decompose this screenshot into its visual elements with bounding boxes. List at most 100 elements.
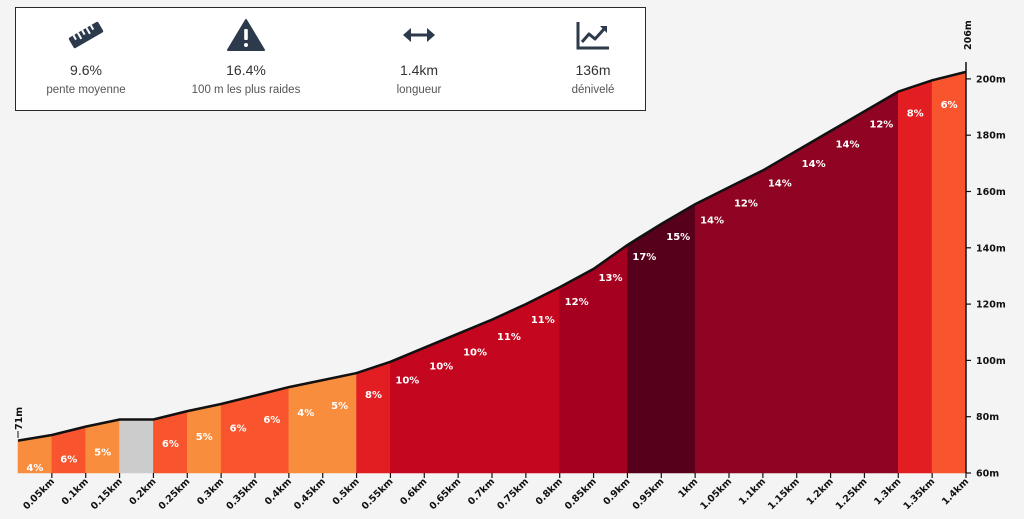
profile-segment	[931, 71, 967, 474]
segment-grade-label: 13%	[599, 273, 623, 284]
x-tick-label: 0.45km	[292, 476, 328, 512]
x-tick-label: 0.9km	[601, 476, 632, 507]
stat-length: 1.4km longueur	[344, 8, 494, 110]
profile-segment	[491, 303, 527, 474]
y-tick-label: 120m	[976, 300, 1006, 311]
segment-grade-label: 8%	[365, 390, 382, 401]
segment-grade-label: 4%	[297, 408, 314, 419]
start-elevation-label: 71m	[14, 407, 25, 430]
x-tick-label: 1.15km	[766, 476, 802, 512]
x-tick-label: 1.05km	[698, 476, 734, 512]
profile-segment	[694, 186, 730, 474]
x-tick-label: 0.6km	[398, 476, 429, 507]
y-axis-ticks: 60m 80m 100m 120m 140m 160m 180m 200m	[966, 74, 1006, 480]
x-tick-label: 0.35km	[224, 476, 260, 512]
segment-grade-label: 5%	[196, 432, 213, 443]
profile-segment	[457, 319, 493, 474]
profile-segment	[796, 130, 831, 474]
x-tick-label: 0.55km	[360, 476, 396, 512]
stat-label: dénivelé	[571, 84, 615, 96]
segment-grade-label: 12%	[565, 297, 589, 308]
stat-value: 1.4km	[399, 62, 439, 78]
x-tick-label: 1.3km	[872, 476, 903, 507]
x-tick-label: 1km	[676, 476, 700, 500]
segment-grade-label: 6%	[263, 415, 280, 426]
profile-outline	[17, 70, 967, 442]
warning-icon	[226, 18, 266, 57]
profile-segment	[423, 333, 459, 474]
x-tick-label: 1.4km	[940, 476, 971, 507]
profile-segments	[17, 71, 967, 474]
segment-grade-label: 11%	[531, 315, 555, 326]
segment-grade-label: 6%	[230, 424, 247, 435]
x-tick-label: 0.65km	[427, 476, 463, 512]
x-tick-label: 0.2km	[127, 476, 158, 507]
x-tick-label: 0.75km	[495, 476, 531, 512]
profile-segment	[356, 361, 391, 474]
segment-grade-label: 10%	[463, 348, 487, 359]
y-tick-label: 140m	[976, 243, 1006, 254]
y-tick-label: 60m	[976, 469, 999, 480]
stat-label: longueur	[396, 84, 442, 96]
profile-segment	[762, 150, 798, 474]
profile-segment	[254, 386, 290, 474]
x-tick-label: 0.85km	[563, 476, 599, 512]
x-tick-label: 1.2km	[805, 476, 836, 507]
stat-value: 9.6%	[70, 62, 102, 78]
segment-grade-label: 14%	[802, 159, 826, 170]
profile-segment	[728, 169, 764, 474]
x-tick-label: 0.1km	[60, 476, 91, 507]
trend-chart-icon	[573, 18, 613, 57]
segment-grade-label: 5%	[94, 448, 111, 459]
profile-segment	[85, 419, 120, 474]
segment-grade-label: 6%	[162, 439, 179, 450]
x-tick-label: 0.05km	[21, 476, 57, 512]
x-tick-label: 0.95km	[631, 476, 667, 512]
segment-grade-label: 15%	[666, 232, 690, 243]
x-tick-label: 1.35km	[901, 476, 937, 512]
segment-grade-label: 12%	[869, 120, 893, 131]
stat-value: 136m	[575, 62, 611, 78]
stats-panel: 9.6% pente moyenne 16.4% 100 m les plus …	[15, 7, 646, 111]
segment-grade-label: 8%	[907, 108, 924, 119]
x-tick-label: 0.5km	[331, 476, 362, 507]
profile-segment	[119, 419, 154, 474]
stat-value: 16.4%	[226, 62, 266, 78]
horizontal-arrows-icon	[399, 18, 439, 57]
segment-grade-label: 6%	[941, 100, 958, 111]
y-tick-label: 80m	[976, 412, 999, 423]
x-tick-label: 0.4km	[263, 476, 294, 507]
stat-label: pente moyenne	[46, 84, 126, 96]
stat-elevation-gain: 136m dénivelé	[518, 8, 668, 110]
profile-segment	[864, 91, 899, 474]
stat-label: 100 m les plus raides	[191, 84, 301, 96]
profile-segment	[897, 79, 933, 474]
y-tick-label: 180m	[976, 131, 1006, 142]
segment-grade-labels: 4% 6% 5% 6% 5% 6% 6% 4% 5% 8% 10% 10% 10% 11% 11% 12% 13…	[26, 100, 957, 474]
segment-grade-label: 14%	[768, 179, 792, 190]
profile-segment	[660, 203, 696, 474]
x-tick-label: 0.15km	[89, 476, 125, 512]
profile-segment	[288, 379, 324, 474]
segment-grade-label: 4%	[26, 463, 43, 474]
ruler-icon	[66, 18, 106, 57]
segment-grade-label: 5%	[331, 401, 348, 412]
x-tick-label: 0.7km	[466, 476, 497, 507]
profile-segment	[830, 110, 865, 474]
y-tick-label: 200m	[976, 74, 1006, 85]
segment-grade-label: 14%	[836, 139, 860, 150]
profile-segment	[322, 372, 357, 474]
y-tick-label: 100m	[976, 356, 1006, 367]
x-tick-label: 1.1km	[737, 476, 768, 507]
end-elevation-label: 206m	[963, 20, 974, 50]
x-tick-label: 0.3km	[195, 476, 226, 507]
x-tick-label: 0.25km	[157, 476, 193, 512]
segment-grade-label: 14%	[700, 215, 724, 226]
segment-grade-label: 12%	[734, 198, 758, 209]
profile-segment	[390, 347, 425, 474]
segment-grade-label: 10%	[395, 376, 419, 387]
segment-grade-label: 11%	[497, 332, 521, 343]
x-tick-label: 1.25km	[834, 476, 870, 512]
